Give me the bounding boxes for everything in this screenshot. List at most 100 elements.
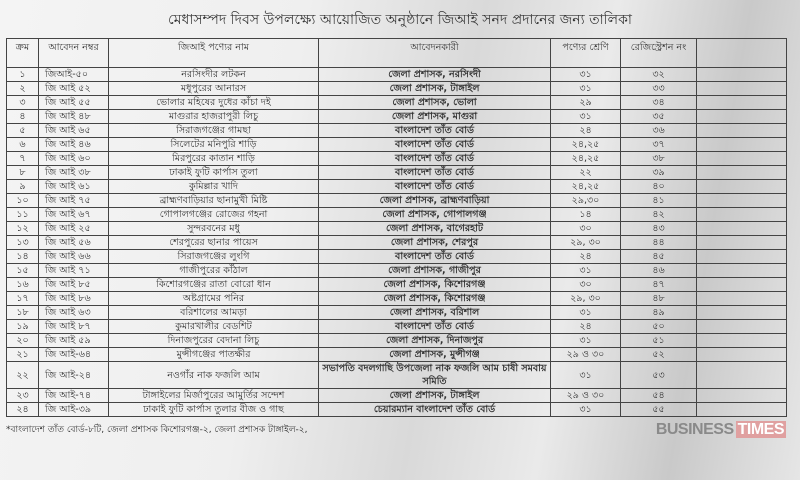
cell-application-no: জি আই ৬৬ <box>38 249 109 264</box>
cell-applicant: বাংলাদেশ তাঁত বোর্ড <box>318 165 551 180</box>
table-row: ৯ জি আই ৬১ কুমিল্লার খাদি বাংলাদেশ তাঁত বোর… <box>6 179 787 194</box>
cell-application-no: জি আই ৫২ <box>38 81 109 96</box>
cell-blank <box>696 109 787 124</box>
cell-blank <box>696 402 787 417</box>
cell-product-name: মুন্সীগঞ্জের পাতক্ষীর <box>108 347 319 362</box>
table-row: ১৬ জি আই ৮৫ কিশোরগঞ্জের রাতা বোরো ধান জেলা … <box>6 277 787 292</box>
cell-applicant: বাংলাদেশ তাঁত বোর্ড <box>318 249 551 264</box>
cell-product-class: ২৪ <box>550 319 621 334</box>
cell-product-name: শেরপুরের ছানার পায়েস <box>108 235 319 250</box>
cell-applicant: বাংলাদেশ তাঁত বোর্ড <box>318 123 551 138</box>
cell-product-name: মধুপুরের আনারস <box>108 81 319 96</box>
cell-blank <box>696 207 787 222</box>
cell-blank <box>696 235 787 250</box>
cell-application-no: জিআই-৫০ <box>38 67 109 82</box>
header-applicant: আবেদনকারী <box>318 38 551 68</box>
cell-application-no: জি আই ৪৮ <box>38 109 109 124</box>
cell-product-class: ২৯ ও ৩০ <box>550 388 621 403</box>
cell-application-no: জি আই ৪৬ <box>38 137 109 152</box>
cell-product-class: ৩০ <box>550 277 621 292</box>
table-row: ১০ জি আই ৭৫ ব্রাহ্মণবাড়িয়ার ছানামুখী মিষ… <box>6 193 787 208</box>
table-row: ১৮ জি আই ৬৩ বরিশালের আমড়া জেলা প্রশাসক, বর… <box>6 305 787 320</box>
watermark-business: BUSINESS <box>655 421 734 438</box>
cell-applicant: জেলা প্রশাসক, গোপালগঞ্জ <box>318 207 551 222</box>
header-registration-no: রেজিস্ট্রেশন নং <box>620 38 697 68</box>
cell-serial: ৫ <box>6 123 39 138</box>
cell-registration-no: ৫৫ <box>620 402 697 417</box>
cell-applicant: সভাপতি বদলগাছি উপজেলা নাক ফজলি আম চাষী স… <box>318 361 551 389</box>
cell-applicant: জেলা প্রশাসক, কিশোরগঞ্জ <box>318 291 551 306</box>
cell-product-class: ২৪,২৫ <box>550 137 621 152</box>
header-serial: ক্রম <box>6 38 39 68</box>
cell-applicant: জেলা প্রশাসক, শেরপুর <box>318 235 551 250</box>
cell-serial: ২০ <box>6 333 39 348</box>
cell-application-no: জি আই ২৫ <box>38 221 109 236</box>
cell-registration-no: ৪৯ <box>620 305 697 320</box>
cell-registration-no: ৩৭ <box>620 137 697 152</box>
cell-blank <box>696 249 787 264</box>
cell-blank <box>696 179 787 194</box>
cell-blank <box>696 67 787 82</box>
cell-serial: ২ <box>6 81 39 96</box>
table-row: ১৯ জি আই ৮৭ কুমারখালীর বেডশিট বাংলাদেশ তাঁত… <box>6 319 787 334</box>
cell-applicant: জেলা প্রশাসক, ভোলা <box>318 95 551 110</box>
cell-applicant: জেলা প্রশাসক, বাগেরহাট <box>318 221 551 236</box>
cell-product-name: সিলেটের মনিপুরি শাড়ি <box>108 137 319 152</box>
cell-product-name: অষ্টগ্রামের পনির <box>108 291 319 306</box>
cell-product-class: ১৪ <box>550 207 621 222</box>
cell-registration-no: ৩৪ <box>620 95 697 110</box>
cell-registration-no: ৫৩ <box>620 361 697 389</box>
cell-application-no: জি আই ৩৮ <box>38 165 109 180</box>
table-row: ১ জিআই-৫০ নরসিংদীর লটকন জেলা প্রশাসক, নরসিং… <box>6 67 787 82</box>
table-row: ৮ জি আই ৩৮ ঢাকাই ফুটি কার্পাস তুলা বাংলাদেশ… <box>6 165 787 180</box>
document-title: মেধাসম্পদ দিবস উপলক্ষ্যে আয়োজিত অনুষ্ঠা… <box>168 12 632 28</box>
cell-serial: ১১ <box>6 207 39 222</box>
cell-applicant: জেলা প্রশাসক, নরসিংদী <box>318 67 551 82</box>
cell-applicant: চেয়ারম্যান বাংলাদেশ তাঁত বোর্ড <box>318 402 551 417</box>
cell-product-name: টাঙ্গাইলের মির্জাপুরের আমুর্তির সন্দেশ <box>108 388 319 403</box>
cell-blank <box>696 305 787 320</box>
cell-serial: ২৩ <box>6 388 39 403</box>
cell-product-class: ২৪,২৫ <box>550 151 621 166</box>
table-row: ৩ জি আই ৫৫ ভোলার মহিষের দুধের কাঁচা দই জেলা… <box>6 95 787 110</box>
cell-serial: ৪ <box>6 109 39 124</box>
cell-product-name: গোপালগঞ্জের রোজের গহনা <box>108 207 319 222</box>
cell-product-class: ২৯,৩০ <box>550 193 621 208</box>
cell-registration-no: ৪৫ <box>620 249 697 264</box>
table-row: ২০ জি আই ৫৯ দিনাজপুরের বেদানা লিচু জেলা প্র… <box>6 333 787 348</box>
cell-blank <box>696 291 787 306</box>
cell-application-no: জি আই-৩৯ <box>38 402 109 417</box>
table-row: ৬ জি আই ৪৬ সিলেটের মনিপুরি শাড়ি বাংলাদেশ ত… <box>6 137 787 152</box>
cell-blank <box>696 319 787 334</box>
table-row: ১১ জি আই ৬৭ গোপালগঞ্জের রোজের গহনা জেলা প্র… <box>6 207 787 222</box>
cell-applicant: জেলা প্রশাসক, বরিশাল <box>318 305 551 320</box>
cell-product-class: ৩১ <box>550 109 621 124</box>
cell-blank <box>696 263 787 278</box>
cell-registration-no: ৪৬ <box>620 263 697 278</box>
cell-application-no: জি আই ৬০ <box>38 151 109 166</box>
cell-product-class: ৩১ <box>550 402 621 417</box>
header-blank <box>696 38 787 68</box>
cell-product-name: ঢাকাই ফুটি কার্পাস তুলার বীজ ও গাছ <box>108 402 319 417</box>
cell-product-class: ৩০ <box>550 221 621 236</box>
cell-registration-no: ৩৫ <box>620 109 697 124</box>
cell-blank <box>696 277 787 292</box>
cell-product-name: সুন্দরবনের মধু <box>108 221 319 236</box>
cell-registration-no: ৪২ <box>620 207 697 222</box>
cell-product-name: সিরাজগঞ্জের গামছা <box>108 123 319 138</box>
cell-serial: ১৭ <box>6 291 39 306</box>
table-row: ৫ জি আই ৬৫ সিরাজগঞ্জের গামছা বাংলাদেশ তাঁত … <box>6 123 787 138</box>
cell-product-class: ২৪ <box>550 249 621 264</box>
header-product-class: পণ্যের শ্রেণি <box>550 38 621 68</box>
cell-product-name: দিনাজপুরের বেদানা লিচু <box>108 333 319 348</box>
cell-serial: ১ <box>6 67 39 82</box>
cell-registration-no: ৪৩ <box>620 221 697 236</box>
cell-applicant: জেলা প্রশাসক, টাঙ্গাইল <box>318 81 551 96</box>
table-row: ১৭ জি আই ৮৬ অষ্টগ্রামের পনির জেলা প্রশাসক, … <box>6 291 787 306</box>
header-product-name: জিআই পণ্যের নাম <box>108 38 319 68</box>
cell-application-no: জি আই ৬১ <box>38 179 109 194</box>
cell-product-class: ৩১ <box>550 305 621 320</box>
cell-applicant: জেলা প্রশাসক, গাজীপুর <box>318 263 551 278</box>
cell-serial: ১৫ <box>6 263 39 278</box>
cell-serial: ৭ <box>6 151 39 166</box>
